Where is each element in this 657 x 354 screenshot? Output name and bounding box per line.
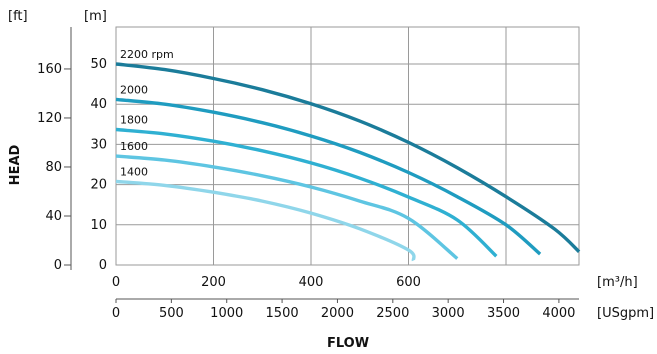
y-unit-m: [m] [84, 9, 107, 24]
y-tick-label-ft: 120 [37, 111, 62, 126]
y-tick-label-m: 50 [90, 57, 107, 72]
y-tick-label-m: 30 [90, 137, 107, 152]
x-unit-m3h: [m³/h] [597, 275, 638, 290]
x-tick-label-usgpm: 0 [112, 306, 120, 321]
x-tick-label-usgpm: 3500 [487, 306, 520, 321]
y-tick-label-ft: 40 [45, 209, 62, 224]
x-tick-label-m3h: 200 [201, 275, 226, 290]
x-tick-label-usgpm: 3000 [432, 306, 465, 321]
y-tick-label-ft: 0 [54, 258, 62, 273]
y-axis-title: HEAD [8, 144, 23, 185]
curve-label: 2000 [120, 83, 148, 96]
x-unit-usgpm: [USgpm] [597, 306, 654, 321]
x-tick-label-m3h: 600 [396, 275, 421, 290]
curve-label: 2200 rpm [120, 48, 174, 61]
curve-2200-rpm [115, 62, 581, 253]
y-tick-label-m: 40 [90, 97, 107, 112]
x-tick-label-usgpm: 1000 [210, 306, 243, 321]
curve-label: 1600 [120, 140, 148, 153]
x-tick-label-usgpm: 1500 [266, 306, 299, 321]
curve-label: 1800 [120, 114, 148, 127]
x-tick-label-usgpm: 2500 [376, 306, 409, 321]
x-tick-label-usgpm: 4000 [542, 306, 575, 321]
x-tick-label-usgpm: 2000 [321, 306, 354, 321]
curve-2000 [115, 97, 542, 256]
x-axis-title: FLOW [327, 336, 369, 351]
x-tick-label-usgpm: 500 [159, 306, 184, 321]
x-tick-label-m3h: 0 [112, 275, 120, 290]
y-tick-label-ft: 160 [37, 62, 62, 77]
y-tick-label-m: 0 [99, 258, 107, 273]
curve-1400 [115, 179, 416, 262]
y-tick-label-m: 20 [90, 178, 107, 193]
y-tick-label-ft: 80 [45, 160, 62, 175]
y-tick-label-m: 10 [90, 218, 107, 233]
curves: 2200 rpm 2000 1800 1600 1400 [115, 48, 581, 262]
y-unit-ft: [ft] [8, 9, 28, 24]
curve-1600 [115, 154, 459, 260]
plot-frame [115, 26, 580, 266]
curve-1800 [115, 127, 498, 258]
curve-label: 1400 [120, 165, 148, 178]
x-tick-label-m3h: 400 [299, 275, 324, 290]
